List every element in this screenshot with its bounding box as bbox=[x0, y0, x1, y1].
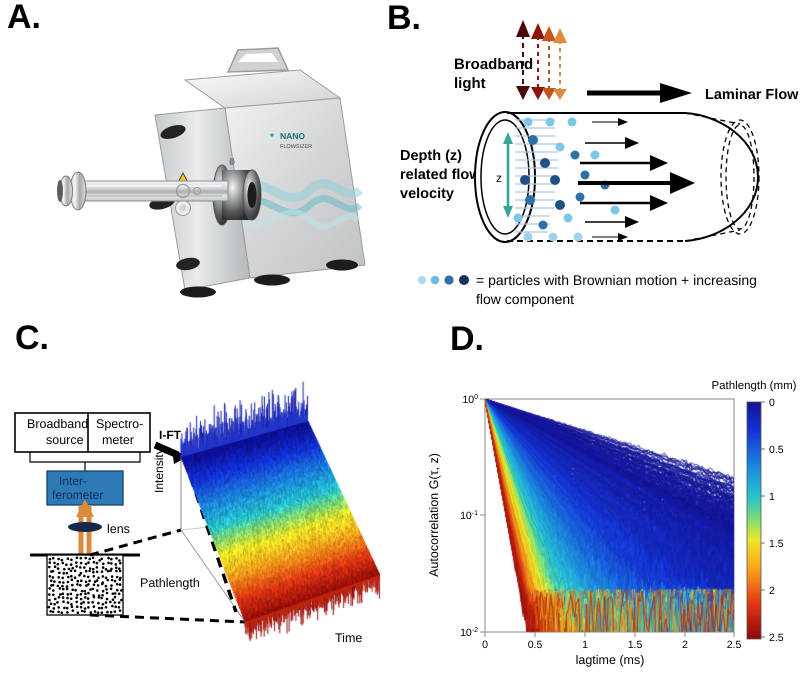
svg-text:2: 2 bbox=[682, 639, 688, 651]
svg-text:0: 0 bbox=[482, 639, 488, 651]
svg-text:Pathlength: Pathlength bbox=[140, 576, 200, 590]
svg-text:1.5: 1.5 bbox=[628, 639, 643, 651]
svg-text:Broadband: Broadband bbox=[454, 56, 533, 73]
svg-text:meter: meter bbox=[102, 433, 134, 447]
svg-text:1: 1 bbox=[582, 639, 588, 651]
svg-text:= particles with Brownian moti: = particles with Brownian motion + incre… bbox=[476, 272, 757, 288]
svg-text:10-1: 10-1 bbox=[460, 510, 478, 522]
svg-text:FLOWSIZER: FLOWSIZER bbox=[280, 144, 312, 150]
svg-text:flow component: flow component bbox=[476, 291, 574, 307]
svg-text:lagtime (ms): lagtime (ms) bbox=[576, 653, 645, 667]
svg-text:1: 1 bbox=[769, 491, 775, 503]
svg-text:I-FT: I-FT bbox=[159, 428, 182, 442]
svg-text:ferometer: ferometer bbox=[52, 488, 103, 502]
svg-text:2: 2 bbox=[769, 585, 775, 597]
svg-text:100: 100 bbox=[462, 394, 478, 406]
svg-text:Spectro-: Spectro- bbox=[96, 417, 143, 431]
svg-text:2.5: 2.5 bbox=[727, 639, 742, 651]
svg-text:lens: lens bbox=[107, 522, 130, 536]
svg-text:0.5: 0.5 bbox=[769, 444, 784, 456]
svg-text:related flow: related flow bbox=[400, 167, 481, 183]
svg-text:0: 0 bbox=[769, 397, 775, 409]
svg-text:Inter-: Inter- bbox=[59, 474, 87, 488]
svg-text:NANO: NANO bbox=[280, 131, 305, 141]
svg-text:2.5: 2.5 bbox=[769, 632, 784, 644]
svg-text:0.5: 0.5 bbox=[528, 639, 543, 651]
svg-text:Time: Time bbox=[335, 631, 362, 645]
svg-text:10-2: 10-2 bbox=[460, 627, 478, 639]
svg-text:Pathlength (mm): Pathlength (mm) bbox=[711, 380, 796, 392]
svg-text:source: source bbox=[46, 433, 84, 447]
svg-text:Depth (z): Depth (z) bbox=[400, 148, 462, 164]
svg-text:z: z bbox=[496, 171, 502, 185]
svg-text:1.5: 1.5 bbox=[769, 538, 784, 550]
svg-text:light: light bbox=[454, 75, 486, 92]
svg-text:Laminar Flow: Laminar Flow bbox=[705, 87, 799, 103]
svg-text:Autocorrelation G(τ, z): Autocorrelation G(τ, z) bbox=[427, 453, 441, 577]
svg-text:velocity: velocity bbox=[400, 186, 454, 202]
svg-text:Broadband: Broadband bbox=[27, 417, 88, 431]
svg-text:Intensity: Intensity bbox=[152, 448, 166, 493]
